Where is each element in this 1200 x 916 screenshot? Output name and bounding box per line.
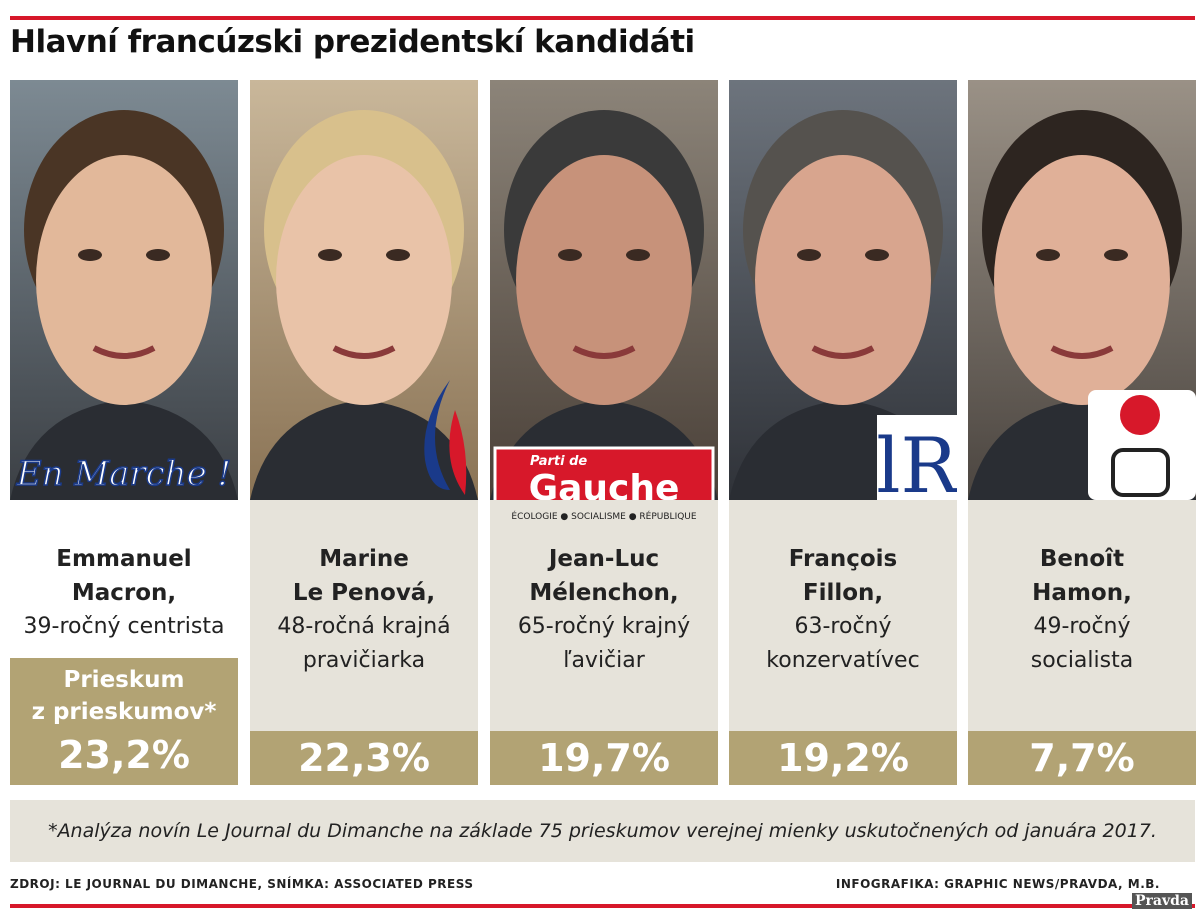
mouth: [332, 345, 396, 359]
description-line: pravičiarka: [302, 648, 426, 673]
face: [755, 155, 931, 405]
logo-text: lR: [876, 421, 957, 500]
name-line: Le Penová,: [292, 580, 436, 606]
mouth: [92, 345, 156, 359]
percent: 22,3%: [298, 736, 430, 780]
photo: [250, 80, 478, 500]
eye: [1036, 249, 1060, 261]
description-line: socialista: [1030, 648, 1134, 673]
description-line: 65-ročný krajný: [517, 614, 691, 639]
candidate: Benoît Hamon, 49-ročný socialista 7,7%: [968, 80, 1196, 785]
photo: En Marche !: [10, 80, 238, 500]
name-line: Benoît: [1039, 546, 1125, 572]
description-line: 49-ročný: [1033, 614, 1131, 639]
eye: [865, 249, 889, 261]
title: Hlavní francúzski prezidentskí kandidáti: [10, 24, 695, 60]
eye: [318, 249, 342, 261]
logo-bg: [877, 415, 957, 500]
face: [516, 155, 692, 405]
mouth: [811, 345, 875, 359]
face: [994, 155, 1170, 405]
candidate: En Marche ! Emmanuel Macron, 39-ročný centr…: [10, 80, 238, 785]
credit: INFOGRAFIKA: GRAPHIC NEWS/PRAVDA, M.B.: [835, 877, 1160, 891]
eye: [146, 249, 170, 261]
logo-fist: [1111, 448, 1170, 497]
footnote: *Analýza novín Le Journal du Dimanche na…: [10, 800, 1195, 862]
description-line: 48-ročná krajná: [277, 614, 451, 639]
mouth: [1050, 345, 1114, 359]
description-line: konzervatívec: [766, 648, 920, 673]
candidate-text: François Fillon, 63-ročný konzervatívec: [729, 542, 957, 678]
eye: [626, 249, 650, 261]
candidate-text: Marine Le Penová, 48-ročná krajná pravičiar…: [250, 542, 478, 678]
face: [276, 155, 452, 405]
eye: [386, 249, 410, 261]
candidate: Marine Le Penová, 48-ročná krajná pravičiar…: [250, 80, 478, 785]
watermark: Pravda: [1132, 893, 1192, 909]
mouth: [572, 345, 636, 359]
logo-flame: [449, 410, 467, 495]
source: ZDROJ: LE JOURNAL DU DIMANCHE, SNÍMKA: A…: [10, 877, 474, 891]
name-line: Hamon,: [1032, 580, 1132, 606]
poll-label: Prieskum: [63, 667, 185, 693]
logo-text: Parti de: [530, 454, 587, 469]
face: [36, 155, 212, 405]
bottom-rule: [10, 904, 1195, 908]
eye: [797, 249, 821, 261]
percent: 7,7%: [1029, 736, 1135, 780]
shoulders: [10, 400, 238, 500]
candidate-text: Jean-Luc Mélenchon, 65-ročný krajný ľavičia…: [490, 542, 718, 678]
description-line: 39-ročný centrista: [23, 614, 225, 639]
top-rule: [10, 16, 1195, 20]
shoulders: [250, 400, 478, 500]
poll-box: 19,2%: [729, 731, 957, 785]
logo-flame: [424, 380, 450, 490]
candidate: Parti de Gauche ÉCOLOGIE ● SOCIALISME ● RÉ…: [490, 80, 718, 785]
eye: [1104, 249, 1128, 261]
poll-box: 7,7%: [968, 731, 1196, 785]
percent: 23,2%: [58, 733, 190, 777]
poll-label: z prieskumov*: [31, 699, 217, 725]
percent: 19,2%: [777, 736, 909, 780]
name-line: Macron,: [71, 580, 177, 606]
name-line: François: [788, 546, 898, 572]
candidate: lR François Fillon, 63-ročný konzervatívec 19…: [729, 80, 957, 785]
poll-box: 19,7%: [490, 731, 718, 785]
percent: 19,7%: [538, 736, 670, 780]
candidate-text: Benoît Hamon, 49-ročný socialista: [968, 542, 1196, 678]
poll-box: 22,3%: [250, 731, 478, 785]
name-line: Mélenchon,: [529, 580, 679, 606]
description-line: ľavičiar: [563, 648, 645, 673]
logo-rose: [1120, 395, 1160, 435]
eye: [78, 249, 102, 261]
eye: [558, 249, 582, 261]
poll-box: Prieskum z prieskumov* 23,2%: [10, 658, 238, 785]
logo-text: En Marche !: [16, 454, 231, 494]
name-line: Jean-Luc: [548, 546, 660, 572]
photo: lR: [729, 80, 957, 500]
name-line: Fillon,: [802, 580, 884, 606]
name-line: Marine: [319, 546, 409, 572]
logo-subtitle: ÉCOLOGIE ● SOCIALISME ● RÉPUBLIQUE: [511, 512, 697, 522]
name-line: Emmanuel: [56, 546, 192, 572]
logo-text: Gauche: [529, 468, 680, 500]
candidate-text: Emmanuel Macron, 39-ročný centrista: [10, 542, 238, 644]
photo: [968, 80, 1196, 500]
logo-box: [493, 446, 715, 500]
description-line: 63-ročný: [794, 614, 892, 639]
